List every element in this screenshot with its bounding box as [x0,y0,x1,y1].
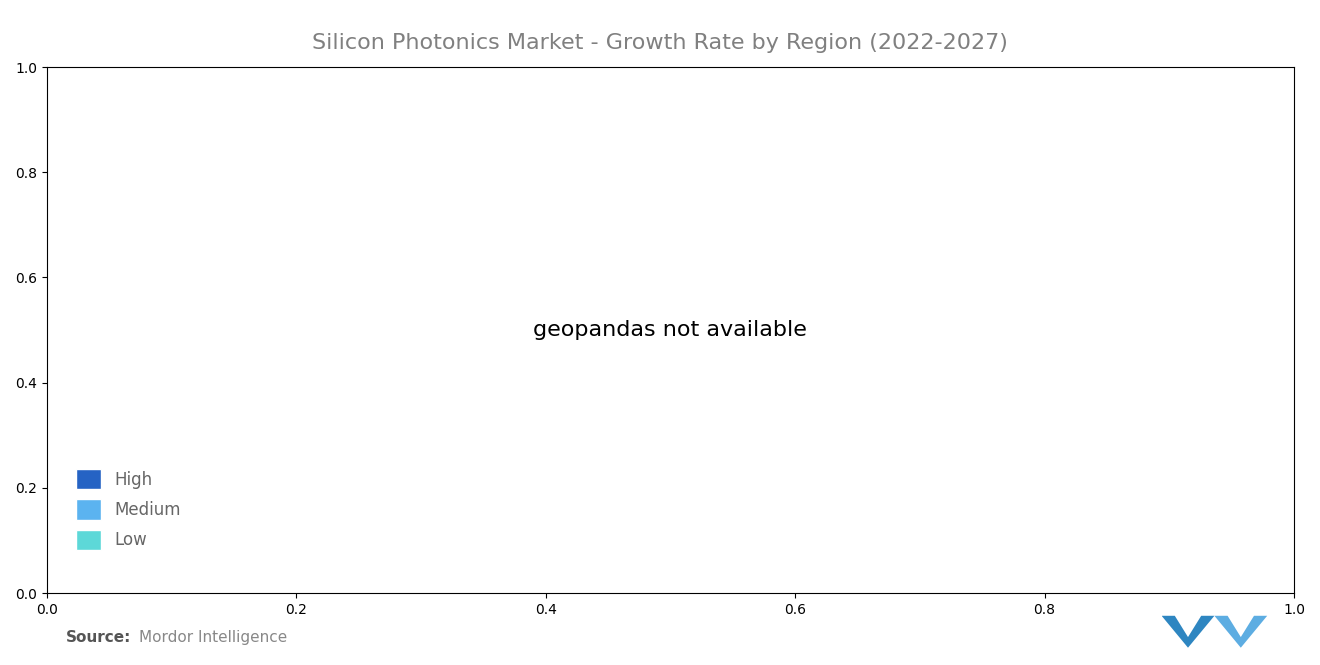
Polygon shape [1214,616,1267,648]
Text: Source:: Source: [66,630,132,645]
Text: Mordor Intelligence: Mordor Intelligence [139,630,286,645]
Polygon shape [1162,616,1214,648]
Text: geopandas not available: geopandas not available [533,320,808,340]
Legend: High, Medium, Low: High, Medium, Low [67,461,189,559]
Text: Silicon Photonics Market - Growth Rate by Region (2022-2027): Silicon Photonics Market - Growth Rate b… [312,33,1008,53]
